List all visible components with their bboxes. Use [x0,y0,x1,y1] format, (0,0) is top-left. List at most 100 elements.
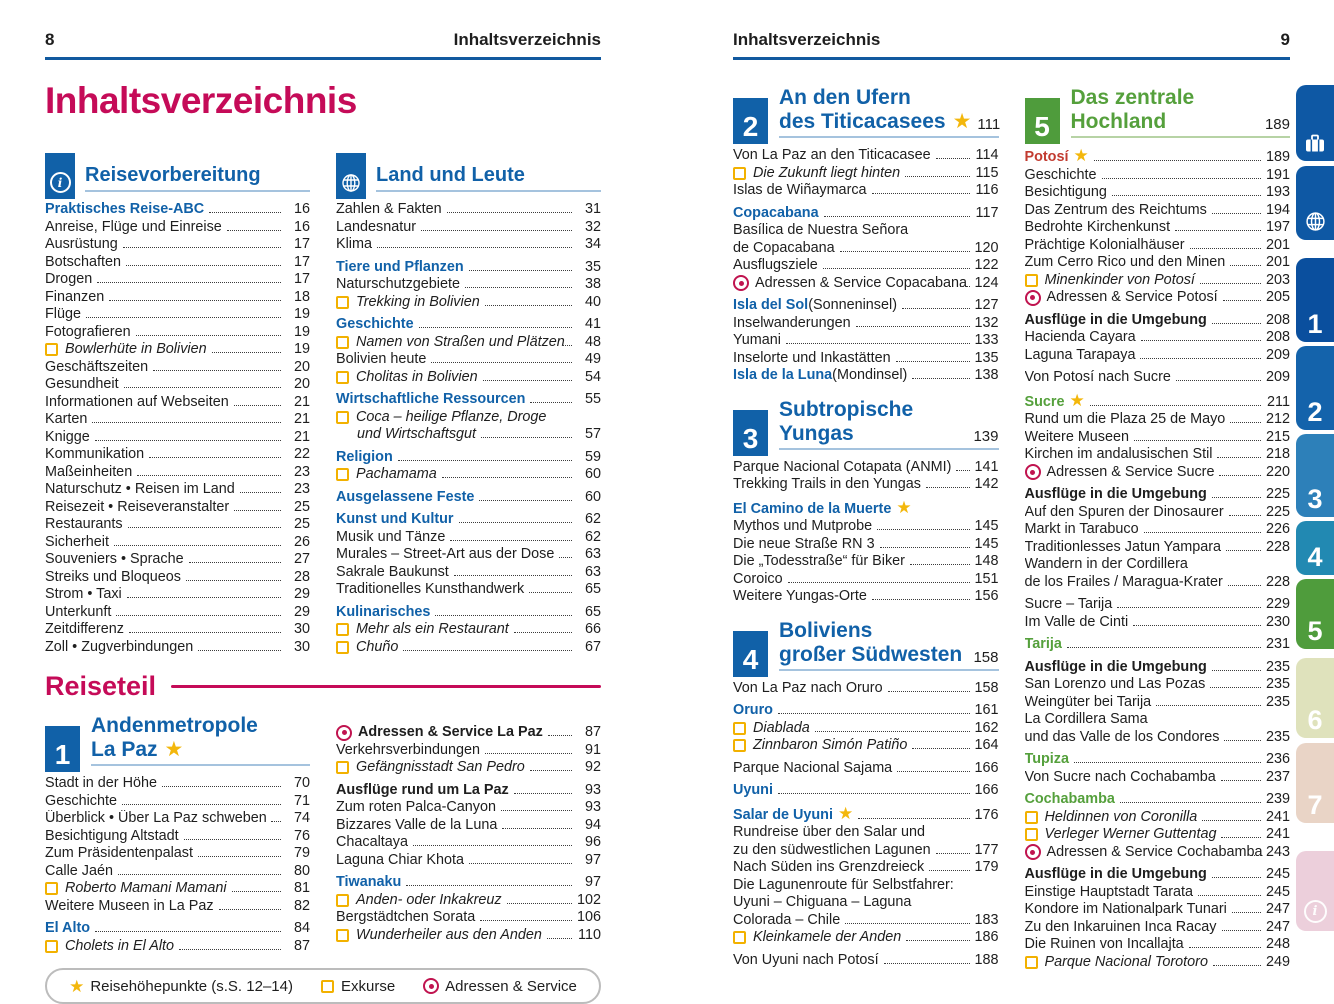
toc-page-number: 106 [576,909,601,925]
toc-entry: Pachamama 60 [336,466,601,484]
toc-entry: de los Frailes / Maragua-Krater 228 [1024,573,1291,590]
column-reisevorbereitung: i Reisevorbereitung Praktisches Reise-AB… [45,146,310,656]
toc-entry: Von Sucre nach Cochabamba 237 [1024,768,1291,785]
toc-page-number: 62 [584,511,601,527]
toc-page-number: 65 [584,603,601,620]
toc-entry: Die Zukunft liegt hinten 115 [733,165,999,183]
toc-entry: Verkehrsverbindungen 91 [336,741,601,758]
toc-page-number: 35 [584,258,601,275]
toc-entry: Adressen & Service Potosí 205 [1024,289,1290,307]
toc-entry: Ausflüge in die Umgebung 245 [1024,866,1291,882]
dotted-leader [458,522,572,523]
chapter-title: Subtropische Yungas [779,397,914,445]
section-icon-box [336,153,366,199]
toc-entry: Traditionelles Kunsthandwerk 65 [336,581,601,597]
toc-page-number: 235 [1265,658,1290,675]
toc-page-number: 237 [1265,768,1290,785]
dotted-leader [1220,779,1261,781]
toc-page-number: 249 [1265,953,1290,970]
edge-tab-chapter-1: 1 [1296,258,1334,342]
excursus-square-icon [1024,955,1038,969]
dotted-leader [479,499,572,501]
dotted-leader [122,803,281,805]
target-icon [733,275,749,292]
edge-tab-chapter-6: 6 [1296,658,1334,738]
toc-entry: Salar de Uyuni ★ 176 [733,804,999,823]
dotted-leader [137,474,281,476]
toc-page-number: 220 [1265,463,1290,480]
toc-entry: Sucre ★ 211 [1024,391,1291,410]
excursus-square-icon [45,343,58,357]
toc-entry: Adressen & Service Copacabana 124 [733,275,999,293]
dotted-leader [453,574,572,576]
reiseteil-title: Reiseteil [45,671,157,701]
section-title: Reisevorbereitung [85,164,261,186]
toc-page-number: 57 [584,426,601,442]
dotted-leader [109,299,281,301]
chapter-page-number: 139 [973,427,999,445]
toc-page-number: 114 [975,147,999,163]
toc-list-chapter1-left: Stadt in der Höhe 70 Geschichte 71 Überblick… [45,775,310,955]
toc-entry: La Cordillera Sama [1024,711,1148,727]
chapter-number-box: 2 [733,98,768,144]
toc-page-number: 54 [584,368,601,385]
edge-tab-suitcase [1296,85,1334,161]
toc-page-number: 22 [293,446,310,462]
toc-entry: Von Potosí nach Sucre 209 [1024,369,1291,385]
dotted-leader [482,379,572,381]
toc-page-number: 16 [293,218,310,235]
toc-page-number: 82 [293,897,310,914]
toc-entry: Bergstädtchen Sorata 106 [336,909,601,925]
toc-page-number: 110 [578,926,601,943]
dotted-leader [418,327,572,328]
suitcase-icon [1305,134,1325,161]
toc-entry: Heldinnen von Coronilla 241 [1024,809,1290,827]
toc-entry: Überblick • Über La Paz schweben 74 [45,810,310,826]
dotted-leader [777,793,970,794]
toc-page-number: 231 [1265,636,1290,652]
toc-entry: Tarija 231 [1024,636,1291,652]
toc-entry: Isla de la Luna (Mondinsel) 138 [733,367,999,383]
toc-entry: Verleger Werner Guttentag 241 [1024,826,1290,844]
dotted-leader [481,437,572,438]
dotted-leader [871,599,970,600]
toc-entry: Klima 34 [336,236,601,252]
toc-page-number: 20 [293,358,310,375]
toc-entry: Inselorte und Inkastätten 135 [733,349,999,366]
dotted-leader [1198,894,1261,896]
chapter-heading: 4 Boliviens großer Südwesten 158 [733,619,999,677]
dotted-leader [233,404,281,406]
toc-entry: Botschaften 17 [45,253,310,270]
toc-entry: Kleinkamele der Anden 186 [733,929,999,947]
dotted-leader [506,902,572,904]
toc-page-number: 25 [293,516,310,532]
toc-page-number: 19 [293,306,310,322]
toc-entry: Weingüter bei Tarija 235 [1024,693,1291,710]
toc-entry: Yumani 133 [733,332,999,348]
toc-entry: Cholets in El Alto 87 [45,938,310,956]
toc-entry: Strom • Taxi 29 [45,586,310,602]
dotted-leader [1227,584,1261,586]
toc-entry: Calle Jaén 80 [45,862,310,879]
toc-page-number: 179 [974,859,999,875]
dotted-leader [234,509,281,511]
excursus-square-icon [336,370,349,384]
toc-page-number: 162 [974,719,999,736]
star-icon: ★ [1073,147,1089,165]
toc-page-number: 84 [293,920,310,936]
dotted-leader [1231,912,1261,913]
dotted-leader [446,212,572,213]
running-head-right: Inhaltsverzeichnis 9 [733,30,1290,60]
edge-tab-number: 7 [1307,790,1323,820]
dotted-leader [1188,947,1261,948]
toc-page-number: 226 [1265,521,1290,537]
toc-entry: Inselwanderungen 132 [733,314,999,331]
edge-tab-chapter-4: 4 [1296,521,1334,575]
toc-page-number: 148 [974,553,999,569]
toc-page-number: 49 [584,351,601,367]
toc-page-number: 74 [293,810,310,826]
dotted-leader [218,908,281,910]
dotted-leader [858,817,970,819]
toc-entry: Von La Paz an den Titicacasee 114 [733,147,999,163]
dotted-leader [450,539,572,541]
